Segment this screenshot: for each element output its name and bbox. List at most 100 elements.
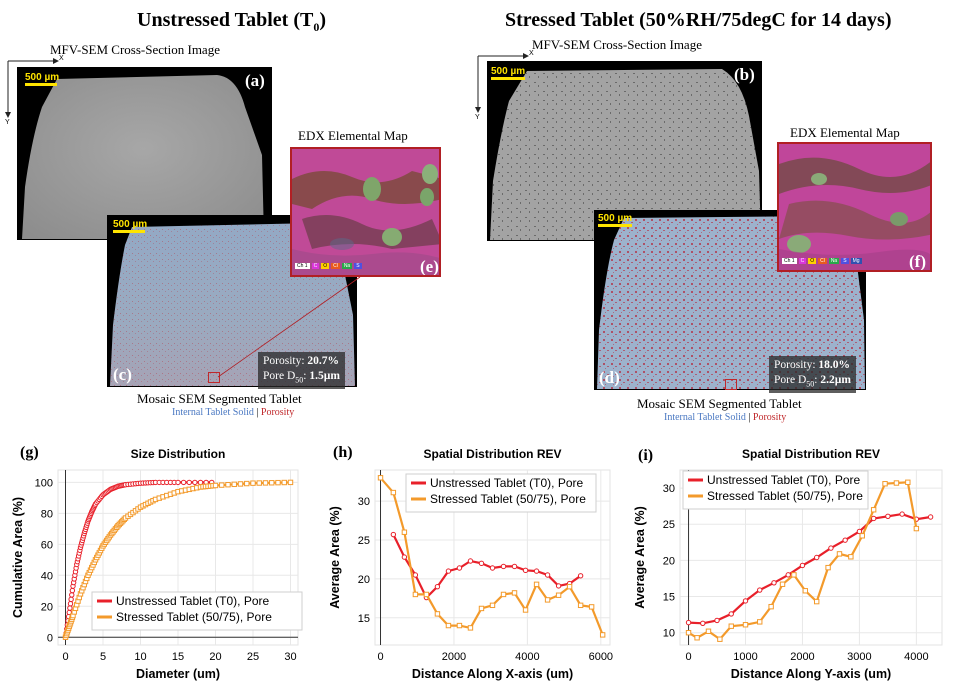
data-point	[813, 554, 820, 561]
scalebar-a: 500 µm	[25, 72, 59, 86]
data-point	[500, 591, 507, 598]
data-point	[67, 601, 74, 607]
data-point	[566, 583, 573, 590]
panel-label-d: (d)	[599, 368, 620, 387]
data-point	[275, 479, 281, 486]
x-tick-label: 15	[172, 651, 184, 663]
panel-label-c: (c)	[113, 365, 132, 384]
y-tick-label: 20	[41, 601, 53, 613]
data-point	[237, 481, 244, 487]
legend-entry: Unstressed Tablet (T0), Pore	[430, 476, 584, 490]
data-point	[401, 529, 408, 535]
data-point	[768, 603, 774, 610]
porosity-readout-d: Porosity: 18.0% Pore D50: 2.2µm	[769, 356, 856, 394]
data-point	[899, 511, 905, 517]
data-point	[728, 611, 734, 617]
data-point	[390, 531, 397, 538]
y-tick-label: 15	[358, 613, 370, 625]
x-axis-label: Distance Along X-axis (um)	[412, 667, 573, 681]
data-point	[180, 479, 187, 486]
edx-map-f: Ch 1 C O Cl Na S Mg (f)	[777, 142, 932, 272]
data-point	[489, 602, 496, 609]
data-point	[219, 482, 225, 488]
chart-h: Spatial Distribution REV 15 20 25 30 0 2000 400…	[328, 447, 613, 681]
data-point	[705, 628, 712, 634]
data-point	[412, 591, 419, 598]
right-title: Stressed Tablet (50%RH/75degC for 14 day…	[505, 9, 892, 31]
data-point	[244, 480, 250, 487]
right-mosaic-label: Mosaic SEM Segmented Tablet	[637, 396, 802, 411]
x-tick-label: 5	[100, 651, 106, 663]
left-axis-indicator: X Y	[5, 55, 64, 126]
data-point	[186, 479, 192, 486]
right-axis-indicator: X Y	[475, 50, 534, 121]
data-point	[757, 587, 763, 593]
y-tick-label: 15	[663, 592, 675, 604]
data-point	[893, 480, 900, 486]
data-point	[67, 605, 73, 611]
porosity-readout-c: Porosity: 20.7% Pore D50: 1.5µm	[258, 352, 345, 390]
data-point	[555, 592, 562, 598]
right-mfv-label: MFV-SEM Cross-Section Image	[532, 37, 702, 52]
data-point	[799, 562, 806, 569]
y-tick-label: 30	[358, 496, 370, 508]
data-point	[522, 567, 529, 574]
data-point	[785, 572, 791, 578]
panel-label-h: (h)	[333, 444, 353, 461]
left-mosaic-label: Mosaic SEM Segmented Tablet	[137, 391, 302, 406]
data-point	[533, 581, 540, 588]
sem-image-b: 500 µm (b)	[487, 61, 762, 241]
x-axis-label: Diameter (um)	[136, 667, 220, 681]
legend-box	[405, 473, 597, 513]
data-point	[445, 622, 452, 629]
data-point	[859, 533, 865, 539]
data-point	[728, 623, 734, 629]
data-point	[544, 597, 551, 603]
x-tick-label: 10	[134, 651, 146, 663]
data-point	[445, 568, 452, 574]
data-point	[511, 563, 518, 570]
panel-label-b: (b)	[734, 65, 755, 84]
y-tick-label: 25	[358, 535, 370, 547]
legend-entry: Unstressed Tablet (T0), Pore	[116, 594, 270, 608]
data-point	[69, 592, 75, 598]
data-point	[836, 551, 843, 557]
edx-legend-f: Ch 1 C O Cl Na S Mg	[782, 258, 862, 264]
right-color-legend: Internal Tablet Solid | Porosity	[664, 412, 787, 423]
data-point	[489, 565, 496, 571]
data-point	[742, 622, 749, 628]
data-point	[842, 537, 848, 543]
panel-label-f: (f)	[909, 252, 926, 271]
data-point	[577, 573, 584, 579]
edx-label-f: EDX Elemental Map	[790, 125, 900, 140]
x-tick-label: 4000	[904, 651, 928, 663]
legend-box	[91, 591, 303, 631]
x-tick-label: 2000	[442, 651, 466, 663]
left-color-legend: Internal Tablet Solid | Porosity	[172, 407, 295, 418]
legend-box	[682, 470, 869, 510]
data-point	[197, 479, 204, 486]
data-point	[791, 572, 797, 578]
data-point	[225, 482, 231, 488]
data-point	[544, 572, 551, 578]
roi-marker-c	[208, 372, 220, 383]
y-tick-label: 60	[41, 539, 53, 551]
data-point	[478, 560, 485, 567]
scalebar-d: 500 µm	[598, 213, 632, 227]
data-point	[588, 604, 595, 610]
data-point	[825, 564, 831, 571]
data-point	[262, 480, 269, 486]
x-tick-label: 25	[247, 651, 259, 663]
data-point	[694, 635, 700, 641]
y-tick-label: 100	[35, 477, 53, 489]
legend-entry: Unstressed Tablet (T0), Pore	[707, 473, 861, 487]
x-tick-label: 4000	[515, 651, 539, 663]
data-point	[401, 554, 408, 560]
data-point	[802, 588, 809, 594]
y-axis-label: Average Area (%)	[328, 506, 342, 609]
x-axis-label: Distance Along Y-axis (um)	[731, 667, 891, 681]
data-point	[714, 617, 720, 624]
x-tick-label: 0	[62, 651, 68, 663]
edx-label-e: EDX Elemental Map	[298, 128, 408, 143]
data-point	[856, 528, 863, 535]
